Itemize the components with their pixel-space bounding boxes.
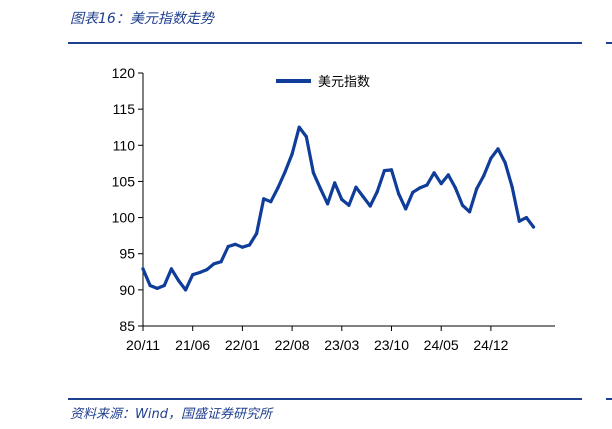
legend: 美元指数 (276, 75, 370, 90)
y-tick-label: 105 (112, 173, 136, 189)
data-point (368, 204, 372, 208)
x-tick-label: 20/11 (126, 337, 160, 353)
top-rule-stub (606, 42, 612, 44)
data-point (468, 210, 472, 214)
data-point (389, 168, 394, 172)
data-point (425, 183, 429, 187)
data-point (418, 186, 422, 190)
data-point (318, 187, 323, 191)
data-point (226, 244, 230, 249)
y-tick-label: 95 (119, 246, 135, 262)
plot-area (141, 125, 536, 292)
x-tick-label: 24/05 (424, 337, 459, 353)
data-point (404, 207, 408, 211)
data-point (397, 192, 401, 196)
data-point (475, 187, 479, 191)
data-point (184, 288, 188, 292)
y-tick-label: 100 (112, 210, 136, 226)
data-point (255, 231, 259, 236)
data-point (482, 174, 486, 178)
data-point (354, 185, 358, 189)
data-point (531, 225, 536, 229)
data-point (453, 186, 457, 190)
data-point (333, 181, 337, 185)
data-point (262, 197, 266, 201)
data-point (496, 147, 500, 151)
series-line-dollar-index (141, 125, 536, 292)
data-point (375, 189, 379, 194)
data-point (446, 173, 450, 177)
y-tick-label: 115 (113, 101, 136, 117)
data-point (141, 267, 145, 271)
data-point (233, 242, 237, 246)
data-point (489, 156, 493, 160)
data-point (191, 273, 195, 277)
x-tick-label: 22/01 (225, 337, 260, 353)
x-tick-label: 23/03 (324, 337, 359, 353)
top-rule (68, 42, 582, 44)
data-point (155, 286, 159, 290)
data-point (340, 197, 344, 202)
x-tick-label: 23/10 (374, 337, 409, 353)
x-tick-label: 24/12 (473, 337, 508, 353)
data-point (205, 268, 209, 272)
data-point (176, 278, 181, 283)
data-point (460, 203, 465, 207)
data-point (276, 186, 280, 190)
data-point (162, 283, 166, 288)
data-point (247, 243, 252, 247)
data-point (411, 190, 415, 194)
data-point (311, 171, 315, 175)
legend-label: 美元指数 (318, 75, 370, 90)
y-axis: 85 90 95 100 105 110 115 120 (112, 65, 144, 334)
data-point (240, 245, 244, 249)
figure-title: 图表16：美元指数走势 (70, 11, 214, 27)
data-point (382, 169, 386, 173)
data-point (326, 202, 330, 206)
y-tick-label: 85 (119, 318, 135, 334)
data-point (524, 216, 529, 220)
data-point (198, 270, 202, 275)
data-point (347, 203, 351, 207)
data-point (290, 152, 294, 156)
bottom-rule-stub (606, 398, 612, 400)
data-point (219, 260, 223, 264)
x-tick-label: 22/08 (275, 337, 310, 353)
data-point (269, 200, 273, 204)
x-tick-label: 21/06 (175, 337, 210, 353)
data-point (361, 195, 365, 199)
figure-source: 资料来源：Wind，国盛证券研究所 (70, 407, 272, 422)
data-point (503, 161, 507, 165)
bottom-rule (68, 398, 582, 400)
data-point (148, 283, 152, 288)
data-point (510, 185, 514, 189)
data-point (517, 219, 521, 223)
y-tick-label: 90 (119, 282, 135, 298)
data-point (439, 182, 443, 186)
data-point (304, 135, 308, 139)
x-axis: 20/11 21/06 22/01 22/08 23/03 23/10 24/05 24/12 (126, 325, 555, 353)
data-point (212, 262, 216, 266)
data-point (297, 125, 301, 129)
y-tick-label: 120 (112, 65, 136, 81)
y-tick-label: 110 (113, 137, 136, 153)
data-point (283, 170, 287, 174)
data-point (169, 267, 173, 271)
data-point (432, 171, 436, 175)
